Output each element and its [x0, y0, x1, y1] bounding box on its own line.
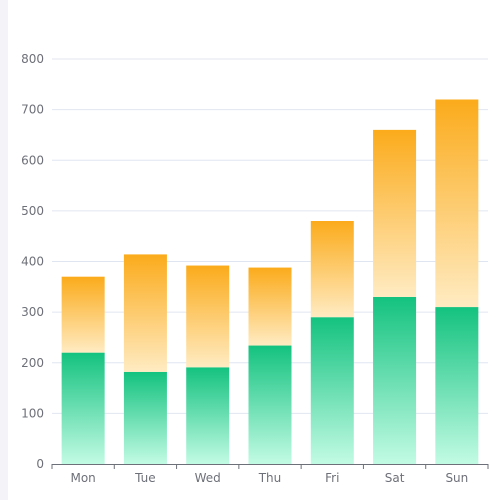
- y-tick-label: 100: [21, 406, 44, 420]
- bar-tue-series-1[interactable]: [123, 371, 167, 464]
- bar-sun-series-1[interactable]: [435, 307, 479, 464]
- bars: [61, 99, 479, 464]
- x-tick-label: Sun: [445, 471, 468, 485]
- x-tick-label: Fri: [325, 471, 339, 485]
- bar-thu-series-2[interactable]: [248, 267, 292, 346]
- bar-mon-series-1[interactable]: [61, 352, 105, 464]
- bar-sun-series-2[interactable]: [435, 99, 479, 308]
- bar-sat-series-1[interactable]: [373, 296, 417, 464]
- y-tick-label: 500: [21, 204, 44, 218]
- x-axis: [51, 464, 489, 469]
- bar-mon-series-2[interactable]: [61, 276, 105, 353]
- left-panel-strip: [0, 0, 8, 500]
- bar-sat-series-2[interactable]: [373, 129, 417, 297]
- x-tick-label: Tue: [134, 471, 156, 485]
- y-tick-label: 0: [36, 457, 44, 471]
- y-tick-label: 200: [21, 356, 44, 370]
- x-tick-label: Thu: [258, 471, 282, 485]
- bar-fri-series-1[interactable]: [310, 317, 354, 464]
- y-tick-label: 700: [21, 103, 44, 117]
- y-tick-label: 800: [21, 52, 44, 66]
- x-tick-label: Sat: [385, 471, 405, 485]
- y-tick-label: 400: [21, 255, 44, 269]
- bar-tue-series-2[interactable]: [123, 254, 167, 372]
- y-tick-label: 300: [21, 305, 44, 319]
- bar-thu-series-1[interactable]: [248, 345, 292, 464]
- y-tick-label: 600: [21, 153, 44, 167]
- bar-fri-series-2[interactable]: [310, 221, 354, 318]
- bar-wed-series-1[interactable]: [186, 367, 230, 464]
- x-axis-tick-labels: Mon Tue Wed Thu Fri Sat Sun: [70, 471, 468, 485]
- y-axis-tick-labels: 0 100 200 300 400 500 600 700 800: [21, 52, 44, 471]
- bar-wed-series-2[interactable]: [186, 265, 230, 368]
- x-tick-label: Wed: [195, 471, 221, 485]
- x-tick-label: Mon: [70, 471, 95, 485]
